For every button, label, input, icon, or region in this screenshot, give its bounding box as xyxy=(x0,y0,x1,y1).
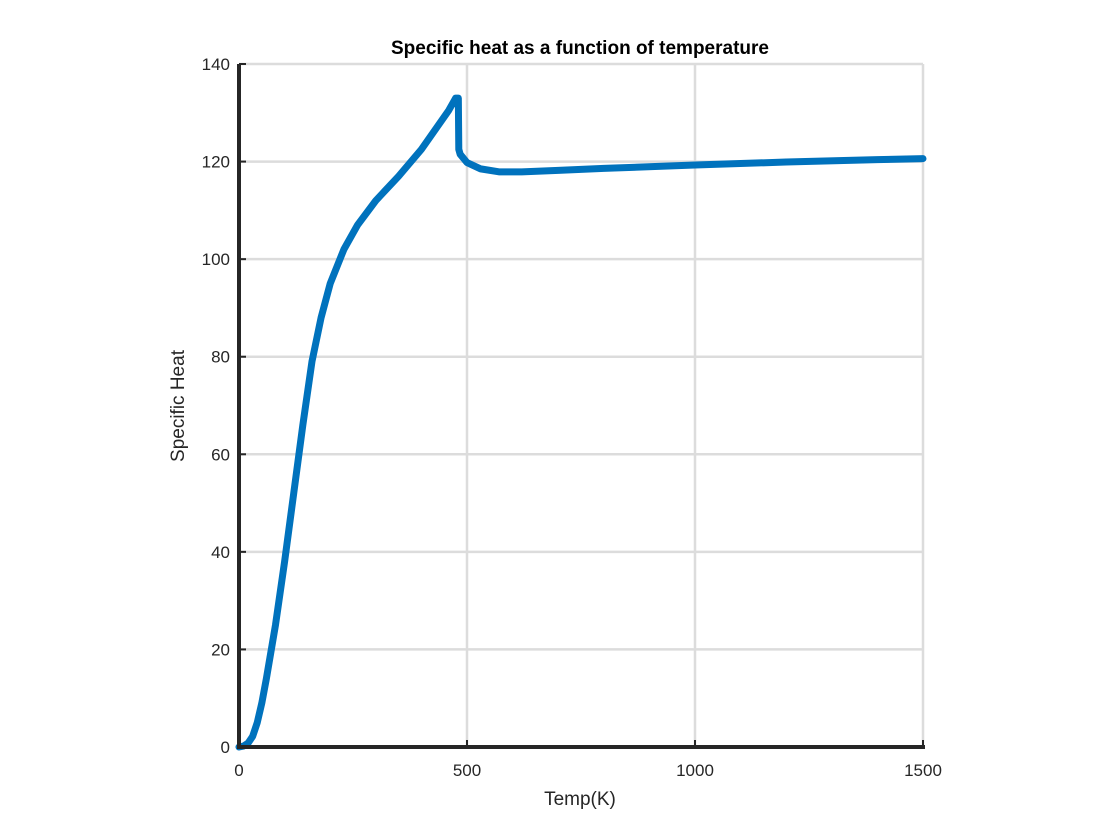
x-tick-label: 1500 xyxy=(904,761,942,780)
y-tick-label: 140 xyxy=(202,55,230,74)
axes xyxy=(237,64,925,749)
y-tick-label: 120 xyxy=(202,153,230,172)
y-tick-label: 40 xyxy=(211,543,230,562)
y-tick-label: 100 xyxy=(202,250,230,269)
y-tick-label: 0 xyxy=(221,738,230,757)
y-tick-label: 60 xyxy=(211,445,230,464)
y-tick-label: 20 xyxy=(211,640,230,659)
chart-title: Specific heat as a function of temperatu… xyxy=(391,38,769,59)
series-line-0 xyxy=(235,94,927,751)
x-axis-label: Temp(K) xyxy=(544,789,616,810)
x-tick-label: 0 xyxy=(234,761,243,780)
x-tick-label: 500 xyxy=(453,761,481,780)
y-tick-label: 80 xyxy=(211,348,230,367)
x-tick-label: 1000 xyxy=(676,761,714,780)
y-axis-label: Specific Heat xyxy=(168,349,189,462)
ticks: 0 500 1000 1500 0 20 40 60 80 100 120 140 xyxy=(202,55,942,780)
grid xyxy=(239,62,925,747)
series-layer xyxy=(235,94,927,751)
